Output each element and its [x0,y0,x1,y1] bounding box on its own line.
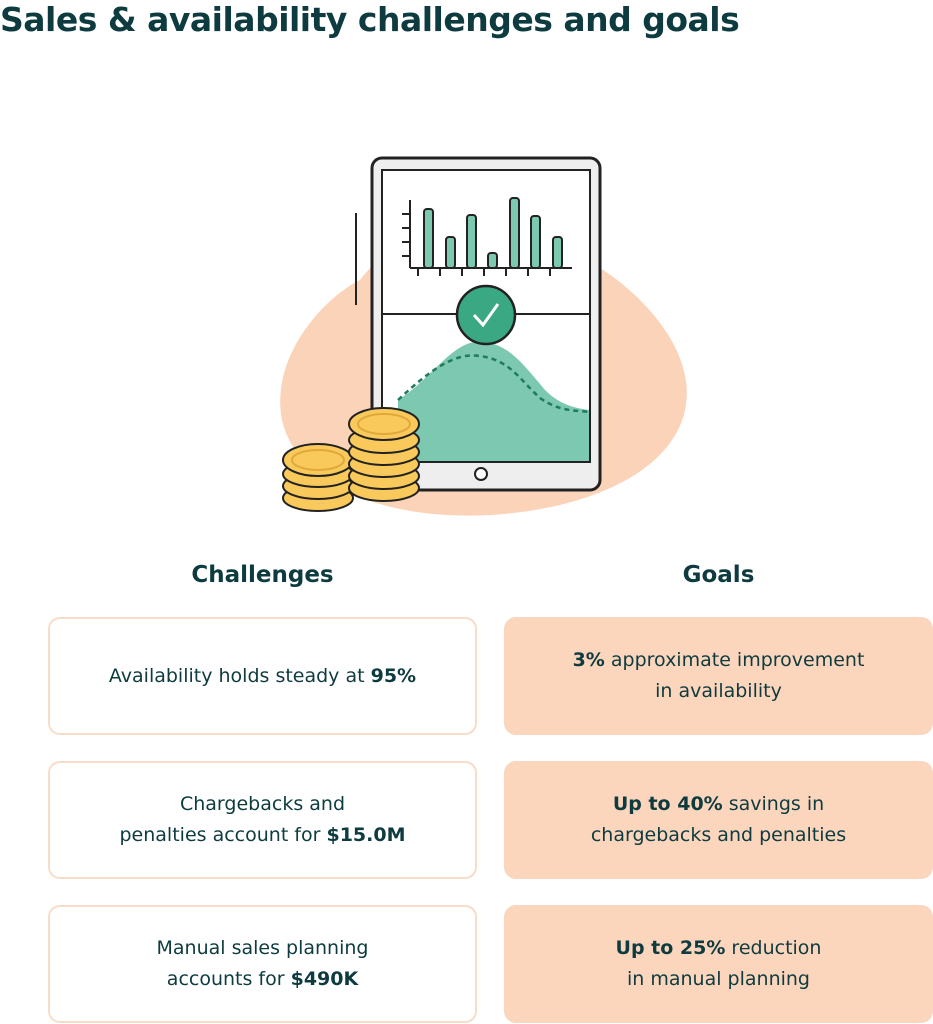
card-text: in manual planning [626,968,810,990]
card-line: in availability [655,676,782,707]
card-text: reduction [725,937,822,959]
card-line: penalties account for $15.0M [120,820,406,851]
goal-card: 3% approximate improvement in availabilit… [504,617,933,735]
column-heading: Goals [682,562,755,588]
card-text: approximate improvement [604,649,865,671]
card-line: 3% approximate improvement [573,645,865,676]
card-line: Up to 40% savings in [613,789,824,820]
card-text: $15.0M [326,824,406,846]
column-heading: Challenges [191,562,334,588]
card-text: Availability holds steady at [108,664,371,687]
goal-card: Up to 40% savings in chargebacks and pena… [504,761,933,879]
card-text: in availability [655,680,782,702]
challenge-card: Chargebacks and penalties account for $15… [48,761,477,879]
card-line: Availability holds steady at 95% [109,661,416,692]
card-text: savings in [722,793,825,815]
card-text: $490K [290,968,359,990]
card-text: Up to 25% [615,937,726,959]
illustration [280,156,687,516]
card-line: Manual sales planning [157,933,369,964]
card-line: accounts for $490K [167,964,358,995]
card-text: chargebacks and penalties [590,824,847,846]
card-text: Manual sales planning [156,937,369,959]
card-text: Chargebacks and [179,793,346,815]
card-line: chargebacks and penalties [591,820,846,851]
card-line: Up to 25% reduction [616,933,822,964]
goal-card: Up to 25% reduction in manual planning [504,905,933,1023]
card-text: penalties account for [119,824,327,846]
card-text: Up to 40% [612,793,723,815]
card-text: 3% [572,649,605,671]
card-line: in manual planning [627,964,810,995]
card-text: accounts for [166,968,291,990]
challenge-card: Manual sales planning accounts for $490K [48,905,477,1023]
card-line: Chargebacks and [180,789,345,820]
page-title: Sales & availability challenges and goal… [0,0,740,39]
challenge-card: Availability holds steady at 95% [48,617,477,735]
card-text: 95% [370,664,417,687]
